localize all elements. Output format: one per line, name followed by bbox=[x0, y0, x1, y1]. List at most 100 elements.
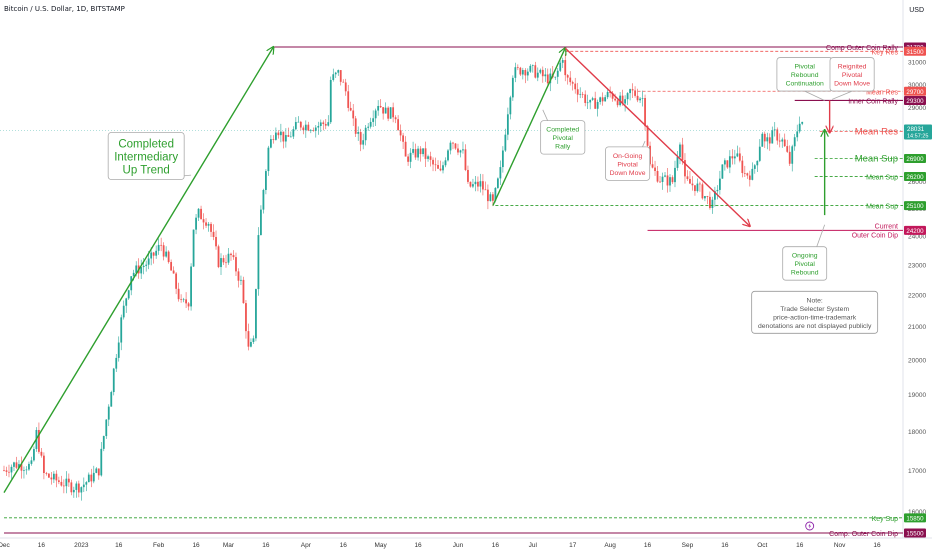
candle-body bbox=[709, 196, 711, 208]
candle-body bbox=[681, 144, 684, 161]
callout-pointer bbox=[831, 90, 853, 100]
candle-body bbox=[284, 135, 287, 142]
candle-body bbox=[107, 406, 110, 420]
candle-body bbox=[629, 89, 631, 94]
candle bbox=[501, 146, 504, 173]
candle-body bbox=[496, 178, 499, 188]
candle-body bbox=[753, 165, 756, 169]
candle-body bbox=[516, 67, 519, 68]
candle-body bbox=[28, 463, 30, 470]
x-tick-label: 16 bbox=[414, 542, 422, 549]
candle-body bbox=[536, 72, 539, 78]
callout-text: Pivotal bbox=[794, 64, 815, 71]
candle bbox=[210, 222, 212, 238]
x-tick-label: 16 bbox=[262, 542, 270, 549]
y-tick-label: 16000 bbox=[908, 509, 926, 516]
candle bbox=[82, 477, 85, 492]
candle-body bbox=[13, 462, 15, 467]
candle-body bbox=[95, 468, 98, 473]
candle-body bbox=[499, 167, 502, 179]
candle-body bbox=[177, 288, 180, 300]
candle bbox=[389, 107, 392, 119]
candle-body bbox=[85, 482, 88, 485]
candle-body bbox=[50, 477, 53, 480]
candle-body bbox=[571, 82, 574, 84]
candle-body bbox=[245, 303, 247, 332]
candle-body bbox=[314, 127, 317, 131]
candle bbox=[689, 170, 691, 184]
candle bbox=[796, 124, 799, 142]
candle-body bbox=[579, 93, 582, 95]
candle bbox=[422, 148, 424, 157]
candle bbox=[786, 139, 789, 153]
candle bbox=[424, 141, 427, 167]
candle bbox=[205, 218, 207, 228]
candle bbox=[157, 238, 160, 255]
level-price-tag bbox=[904, 528, 926, 538]
candle bbox=[536, 67, 539, 82]
candle-body bbox=[125, 298, 128, 306]
candle-body bbox=[482, 181, 484, 190]
candle bbox=[382, 107, 385, 120]
candle bbox=[694, 185, 696, 196]
candle-body bbox=[786, 146, 789, 152]
candle-body bbox=[454, 143, 457, 149]
candle-body bbox=[444, 160, 447, 166]
candle-body bbox=[222, 258, 225, 263]
candle bbox=[491, 192, 494, 207]
candle bbox=[414, 143, 417, 160]
candle bbox=[763, 131, 766, 148]
candle bbox=[781, 137, 784, 148]
candle-body bbox=[312, 130, 315, 131]
candle-body bbox=[347, 91, 350, 108]
candle bbox=[3, 465, 5, 472]
candle-body bbox=[491, 194, 494, 201]
x-tick-label: 16 bbox=[38, 542, 46, 549]
level-label: Mean Sup bbox=[855, 154, 898, 165]
candle-body bbox=[80, 487, 83, 493]
candle-body bbox=[654, 167, 656, 171]
candle-body bbox=[279, 131, 282, 136]
candle-body bbox=[382, 107, 385, 114]
candle-body bbox=[699, 183, 701, 185]
candle bbox=[704, 195, 706, 202]
callout-box bbox=[540, 120, 586, 155]
candle bbox=[317, 121, 320, 135]
candle bbox=[576, 82, 579, 103]
candle-body bbox=[30, 460, 33, 464]
candle-body bbox=[25, 469, 28, 471]
candle bbox=[107, 404, 110, 427]
candle bbox=[718, 170, 721, 195]
candle-body bbox=[576, 89, 579, 95]
candle-body bbox=[696, 183, 699, 192]
candle-body bbox=[694, 185, 696, 192]
candle-body bbox=[10, 466, 13, 473]
candle-body bbox=[100, 448, 103, 476]
callout-text: Note: bbox=[807, 297, 823, 304]
candle-body bbox=[157, 244, 160, 251]
candle-body bbox=[477, 181, 479, 187]
candle bbox=[651, 156, 654, 169]
candle-body bbox=[566, 75, 569, 78]
candle-body bbox=[691, 183, 694, 186]
candle-body bbox=[230, 253, 232, 256]
candle-body bbox=[304, 124, 307, 131]
candle bbox=[596, 99, 599, 117]
candle bbox=[15, 456, 18, 470]
candle bbox=[791, 144, 794, 172]
candle bbox=[544, 68, 547, 82]
up-trend-arrow bbox=[3, 47, 273, 493]
candle-body bbox=[72, 489, 75, 493]
candle bbox=[299, 120, 302, 131]
candle bbox=[50, 472, 53, 485]
candle bbox=[741, 155, 744, 178]
candle bbox=[746, 172, 749, 179]
candle-body bbox=[646, 126, 649, 146]
candle-body bbox=[674, 167, 676, 183]
candle bbox=[506, 107, 509, 141]
candle bbox=[90, 468, 93, 488]
